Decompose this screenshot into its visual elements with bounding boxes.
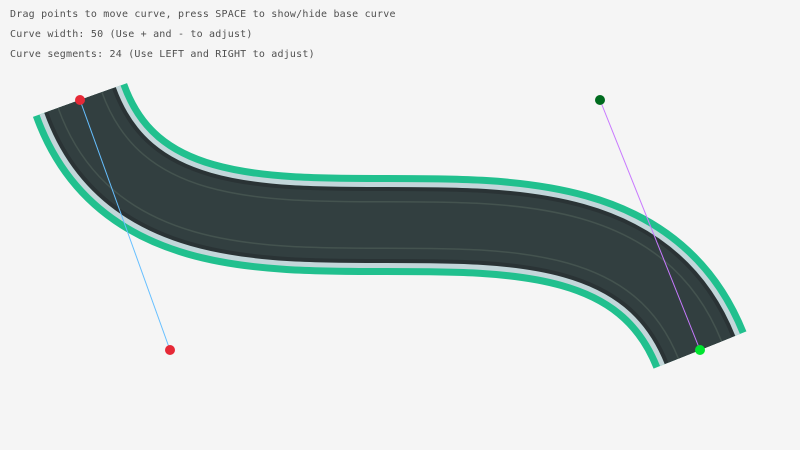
instruction-drag: Drag points to move curve, press SPACE t… — [10, 9, 396, 20]
end-tangent-line — [599, 99, 701, 351]
start-tangent-line — [79, 99, 171, 351]
instruction-width: Curve width: 50 (Use + and - to adjust) — [10, 29, 253, 40]
road-lane-inner — [58, 91, 721, 359]
end-tangent-handle[interactable] — [595, 95, 605, 105]
start-tangent-handle[interactable] — [165, 345, 175, 355]
instruction-segments: Curve segments: 24 (Use LEFT and RIGHT t… — [10, 49, 315, 60]
end-point-handle[interactable] — [695, 345, 705, 355]
start-point-handle[interactable] — [75, 95, 85, 105]
